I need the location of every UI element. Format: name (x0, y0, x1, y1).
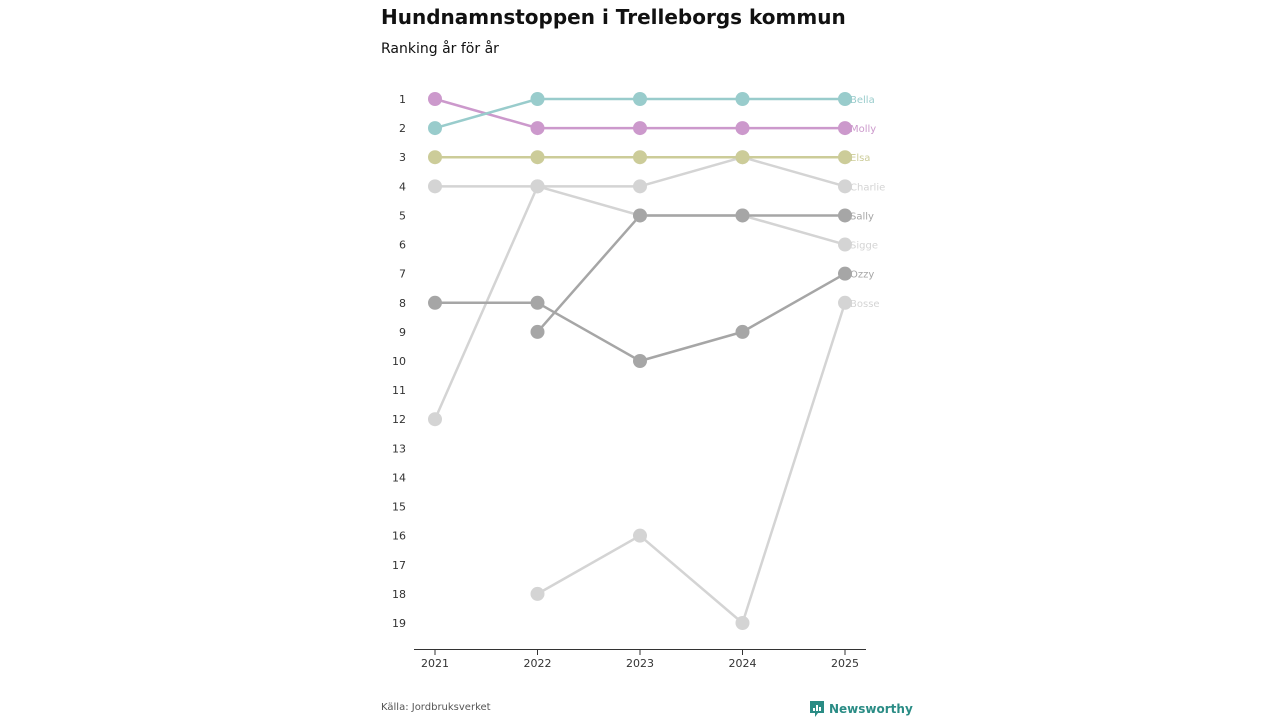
y-tick-label: 1 (399, 93, 406, 106)
point-bosse-2022 (530, 586, 545, 601)
y-tick-label: 14 (392, 471, 406, 484)
point-molly-2024 (735, 121, 750, 136)
point-sally-2023 (633, 208, 647, 223)
point-bella-2024 (735, 92, 750, 106)
y-tick-label: 19 (392, 617, 406, 630)
point-molly-2022 (530, 121, 545, 136)
x-tick-label: 2021 (421, 657, 449, 670)
point-ozzy-2023 (633, 354, 647, 368)
point-bella-2022 (530, 92, 545, 106)
point-ozzy-2021 (428, 295, 442, 310)
point-molly-2025 (838, 121, 852, 136)
point-elsa-2025 (838, 150, 852, 165)
brand-name: Newsworthy (829, 702, 913, 716)
point-sally-2024 (735, 208, 750, 223)
point-elsa-2022 (530, 150, 545, 165)
series-line-sally (536, 214, 845, 333)
series-label-sally: Sally (850, 211, 874, 222)
point-sigge-2025 (838, 237, 852, 252)
point-charlie-2025 (838, 179, 852, 194)
newsworthy-icon (810, 701, 824, 717)
point-bella-2021 (428, 121, 442, 136)
point-elsa-2021 (428, 150, 442, 165)
y-tick-label: 13 (392, 442, 406, 455)
point-sigge-2021 (428, 412, 442, 427)
series-label-elsa: Elsa (850, 153, 870, 164)
point-ozzy-2024 (735, 324, 750, 339)
point-elsa-2023 (633, 150, 647, 165)
series-label-ozzy: Ozzy (850, 270, 874, 281)
chart-title: Hundnamnstoppen i Trelleborgs kommun (381, 5, 846, 29)
y-tick-label: 7 (399, 268, 406, 281)
series-line-ozzy (435, 272, 846, 363)
point-charlie-2023 (633, 179, 647, 194)
series-label-bella: Bella (850, 95, 875, 106)
x-tick-label: 2025 (831, 657, 859, 670)
x-axis: 2021 2022 2023 2024 2025 (414, 649, 866, 670)
point-molly-2021 (428, 92, 442, 106)
point-bella-2025 (838, 92, 852, 106)
series-label-charlie: Charlie (850, 182, 885, 193)
x-tick-label: 2023 (626, 657, 654, 670)
series-points (428, 92, 852, 630)
series-label-sigge: Sigge (850, 241, 878, 252)
chart-subtitle: Ranking år för år (381, 41, 499, 57)
point-bella-2023 (633, 92, 647, 106)
y-tick-label: 17 (392, 559, 406, 572)
series-line-bosse (536, 302, 847, 625)
point-elsa-2024 (735, 150, 750, 165)
point-bosse-2023 (633, 528, 647, 543)
y-tick-label: 3 (399, 151, 406, 164)
y-tick-label: 18 (392, 588, 406, 601)
point-ozzy-2025 (838, 266, 852, 281)
y-tick-label: 9 (399, 326, 406, 339)
y-tick-label: 10 (392, 355, 406, 368)
point-bosse-2025 (838, 295, 852, 310)
point-bosse-2024 (735, 616, 750, 630)
y-tick-label: 2 (399, 122, 406, 135)
y-tick-label: 11 (392, 384, 406, 397)
x-tick-label: 2022 (524, 657, 552, 670)
series-label-bosse: Bosse (850, 299, 880, 310)
point-molly-2023 (633, 121, 647, 136)
series-labels: Charlie Sigge Bosse Sally Ozzy Elsa Molly Bella (850, 95, 885, 310)
series-label-molly: Molly (850, 124, 876, 135)
y-tick-label: 16 (392, 530, 406, 543)
y-tick-label: 5 (399, 209, 406, 222)
y-tick-label: 4 (399, 180, 406, 193)
brand-logo: Newsworthy (809, 700, 913, 718)
point-ozzy-2022 (530, 295, 545, 310)
y-tick-label: 15 (392, 501, 406, 514)
y-tick-label: 8 (399, 297, 406, 310)
y-tick-label: 12 (392, 413, 406, 426)
source-note: Källa: Jordbruksverket (381, 702, 491, 713)
y-tick-label: 6 (399, 239, 406, 252)
point-sigge-2022 (530, 179, 545, 194)
x-tick-label: 2024 (729, 657, 757, 670)
point-sally-2022 (530, 324, 545, 339)
point-charlie-2021 (428, 179, 442, 194)
point-sally-2025 (838, 208, 852, 223)
